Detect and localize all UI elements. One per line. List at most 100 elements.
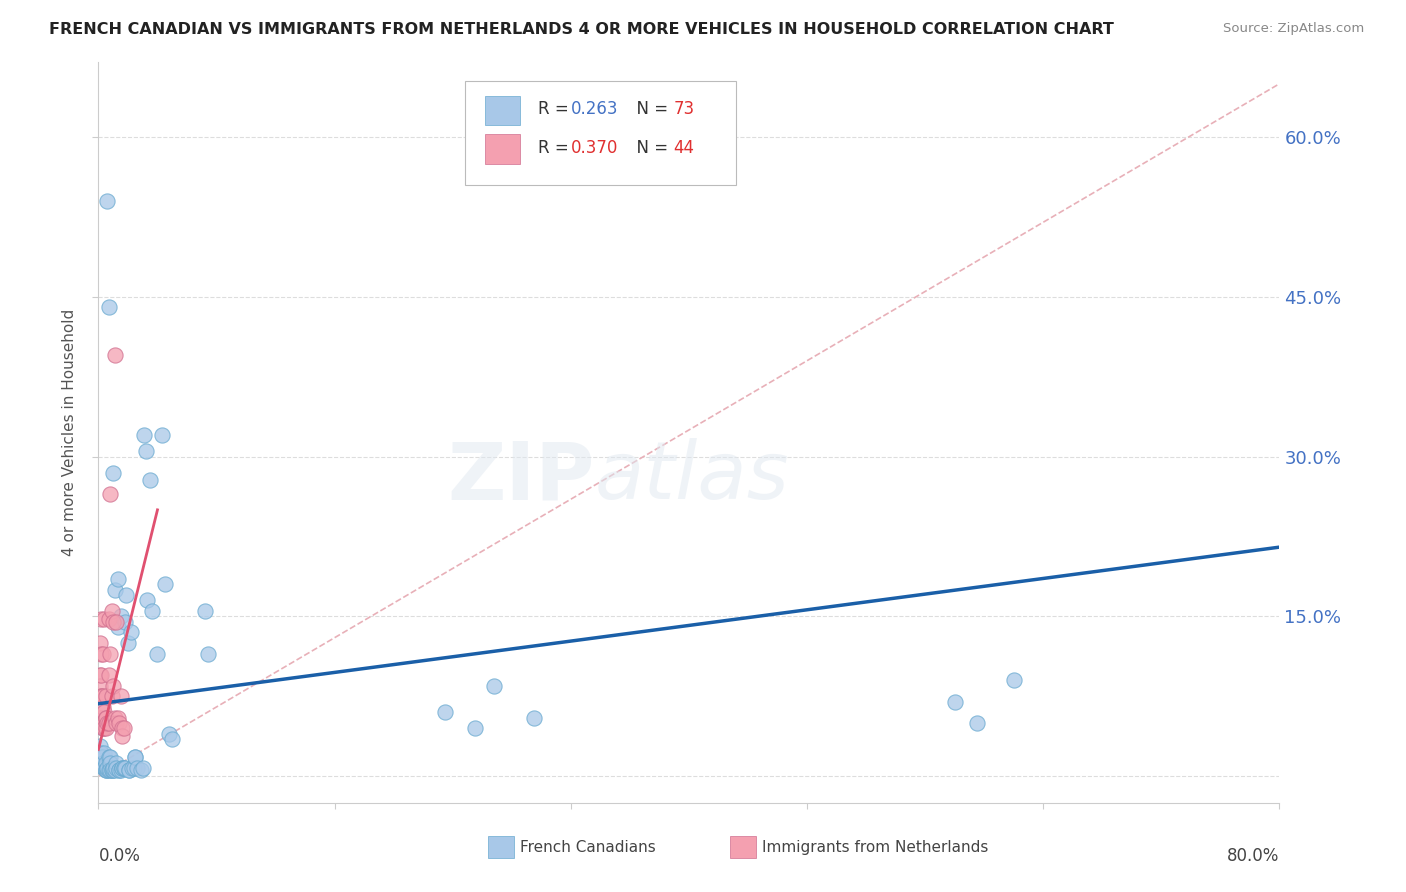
Text: 73: 73 (673, 100, 695, 118)
Point (93, 746, 115, 760)
Point (94, 763, 117, 777)
Point (107, 620, 129, 634)
Point (112, 761, 135, 775)
Point (94, 710, 117, 724)
Point (93, 761, 115, 775)
Point (103, 761, 125, 775)
Point (105, 715, 128, 730)
Point (97, 301, 120, 315)
Point (125, 761, 148, 775)
Point (114, 615, 136, 629)
Text: ZIP: ZIP (447, 438, 595, 516)
Point (117, 636, 139, 650)
Point (105, 756, 128, 771)
Point (134, 428, 156, 442)
Point (111, 721, 134, 735)
Point (94, 690, 117, 704)
Text: R =: R = (537, 138, 574, 157)
Point (91, 750, 114, 764)
Point (97, 763, 120, 777)
Point (97, 750, 120, 764)
Point (98, 756, 121, 771)
Point (93, 705, 115, 719)
Point (966, 715, 988, 730)
Point (91, 721, 114, 735)
Point (96, 715, 118, 730)
Text: 0.0%: 0.0% (98, 847, 141, 865)
Point (111, 729, 134, 743)
Point (91, 700, 114, 714)
Point (97, 668, 120, 682)
Point (118, 763, 141, 777)
Point (98, 647, 121, 661)
Point (100, 690, 122, 704)
Point (93, 611, 115, 625)
Point (523, 710, 546, 724)
Point (157, 726, 180, 740)
Text: Immigrants from Netherlands: Immigrants from Netherlands (762, 839, 988, 855)
Point (89, 679, 111, 693)
Point (98, 487, 121, 501)
Point (114, 761, 136, 775)
Text: N =: N = (626, 138, 673, 157)
Point (1002, 673, 1025, 688)
Point (94, 721, 117, 735)
Point (108, 763, 131, 777)
Point (93, 761, 115, 775)
Point (90, 750, 112, 764)
Point (89, 710, 111, 724)
Text: atlas: atlas (595, 438, 789, 516)
Point (90, 746, 112, 760)
Point (98, 763, 121, 777)
Point (104, 710, 127, 724)
Point (98, 750, 121, 764)
Point (94, 763, 117, 777)
Point (124, 750, 146, 764)
Point (100, 604, 122, 618)
Point (93, 710, 115, 724)
Point (96, 194, 118, 208)
Point (96, 761, 118, 775)
Point (103, 679, 125, 693)
Text: French Canadians: French Canadians (520, 839, 655, 855)
Point (118, 763, 141, 777)
Point (141, 604, 163, 618)
Text: N =: N = (626, 100, 673, 118)
Point (110, 609, 132, 624)
Point (105, 761, 128, 775)
Point (96, 763, 118, 777)
Point (90, 611, 112, 625)
Point (153, 577, 176, 591)
Point (94, 756, 117, 771)
Text: 0.263: 0.263 (571, 100, 619, 118)
Point (90, 710, 112, 724)
Point (132, 761, 155, 775)
Text: 80.0%: 80.0% (1227, 847, 1279, 865)
Point (112, 761, 135, 775)
Point (104, 348, 127, 362)
Point (194, 604, 217, 618)
Point (197, 647, 219, 661)
Point (150, 428, 173, 442)
Point (110, 763, 132, 777)
Point (90, 690, 112, 704)
Text: 0.370: 0.370 (571, 138, 619, 157)
Point (90, 647, 112, 661)
FancyBboxPatch shape (488, 836, 515, 858)
Point (89, 668, 111, 682)
Point (108, 763, 131, 777)
Point (97, 715, 120, 730)
FancyBboxPatch shape (485, 95, 520, 126)
Point (122, 761, 145, 775)
Point (100, 763, 122, 777)
Point (111, 761, 134, 775)
Point (120, 625, 142, 640)
Y-axis label: 4 or more Vehicles in Household: 4 or more Vehicles in Household (62, 309, 77, 557)
Point (115, 588, 138, 602)
Point (139, 473, 162, 487)
Point (89, 739, 111, 754)
Point (104, 582, 127, 597)
FancyBboxPatch shape (485, 135, 520, 164)
Point (107, 572, 129, 586)
Point (434, 705, 457, 719)
